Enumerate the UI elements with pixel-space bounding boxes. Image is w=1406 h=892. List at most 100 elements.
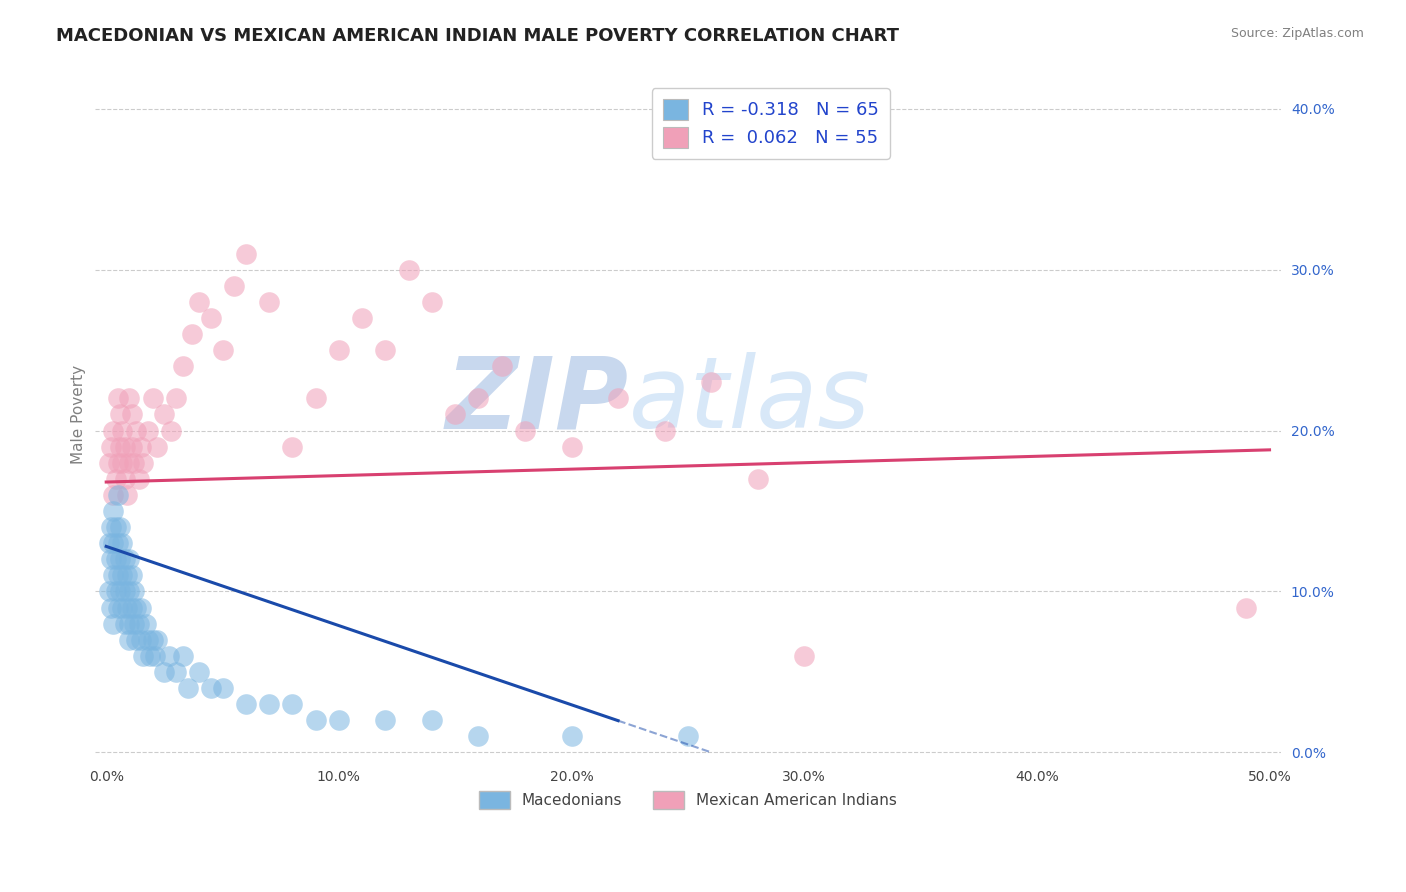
Point — [107, 392, 129, 406]
Point — [107, 488, 129, 502]
Point — [560, 729, 582, 743]
Point — [139, 648, 162, 663]
Point — [121, 440, 143, 454]
Point — [114, 616, 136, 631]
Point — [467, 729, 489, 743]
Legend: Macedonians, Mexican American Indians: Macedonians, Mexican American Indians — [472, 785, 903, 815]
Point — [129, 600, 152, 615]
Point — [513, 424, 536, 438]
Text: ZIP: ZIP — [446, 352, 628, 449]
Point — [374, 713, 396, 727]
Point — [114, 440, 136, 454]
Point — [747, 472, 769, 486]
Y-axis label: Male Poverty: Male Poverty — [72, 365, 86, 464]
Point — [114, 584, 136, 599]
Point — [211, 343, 233, 357]
Point — [132, 648, 155, 663]
Point — [793, 648, 815, 663]
Point — [122, 584, 145, 599]
Point — [100, 600, 122, 615]
Point — [143, 648, 166, 663]
Point — [607, 392, 630, 406]
Point — [107, 568, 129, 582]
Point — [136, 632, 159, 647]
Point — [118, 392, 141, 406]
Point — [121, 600, 143, 615]
Point — [115, 568, 138, 582]
Point — [467, 392, 489, 406]
Point — [118, 616, 141, 631]
Point — [111, 456, 134, 470]
Point — [125, 600, 148, 615]
Point — [111, 536, 134, 550]
Point — [125, 632, 148, 647]
Point — [153, 408, 176, 422]
Point — [107, 600, 129, 615]
Point — [328, 713, 350, 727]
Point — [136, 424, 159, 438]
Point — [100, 552, 122, 566]
Point — [257, 697, 280, 711]
Point — [108, 584, 131, 599]
Point — [97, 584, 120, 599]
Point — [374, 343, 396, 357]
Point — [700, 376, 723, 390]
Point — [108, 440, 131, 454]
Point — [1234, 600, 1257, 615]
Point — [118, 632, 141, 647]
Point — [181, 326, 204, 341]
Point — [142, 632, 165, 647]
Point — [128, 616, 150, 631]
Point — [172, 359, 194, 374]
Point — [328, 343, 350, 357]
Point — [188, 665, 211, 679]
Point — [108, 552, 131, 566]
Point — [111, 600, 134, 615]
Point — [103, 504, 125, 518]
Point — [160, 424, 183, 438]
Point — [165, 392, 187, 406]
Text: atlas: atlas — [628, 352, 870, 449]
Point — [100, 440, 122, 454]
Point — [125, 424, 148, 438]
Point — [165, 665, 187, 679]
Point — [153, 665, 176, 679]
Point — [281, 697, 304, 711]
Point — [200, 310, 222, 325]
Point — [157, 648, 180, 663]
Point — [122, 616, 145, 631]
Point — [135, 616, 157, 631]
Point — [100, 520, 122, 534]
Point — [129, 632, 152, 647]
Point — [104, 584, 127, 599]
Point — [172, 648, 194, 663]
Point — [104, 520, 127, 534]
Point — [108, 408, 131, 422]
Point — [491, 359, 513, 374]
Point — [103, 488, 125, 502]
Point — [108, 520, 131, 534]
Point — [146, 440, 169, 454]
Point — [97, 456, 120, 470]
Point — [111, 568, 134, 582]
Point — [129, 440, 152, 454]
Point — [200, 681, 222, 695]
Point — [114, 552, 136, 566]
Point — [235, 697, 257, 711]
Point — [118, 456, 141, 470]
Text: Source: ZipAtlas.com: Source: ZipAtlas.com — [1230, 27, 1364, 40]
Point — [115, 488, 138, 502]
Point — [224, 278, 246, 293]
Point — [104, 552, 127, 566]
Point — [103, 568, 125, 582]
Point — [132, 456, 155, 470]
Point — [176, 681, 198, 695]
Point — [257, 294, 280, 309]
Point — [103, 424, 125, 438]
Point — [107, 456, 129, 470]
Point — [560, 440, 582, 454]
Point — [444, 408, 467, 422]
Point — [188, 294, 211, 309]
Point — [128, 472, 150, 486]
Point — [114, 472, 136, 486]
